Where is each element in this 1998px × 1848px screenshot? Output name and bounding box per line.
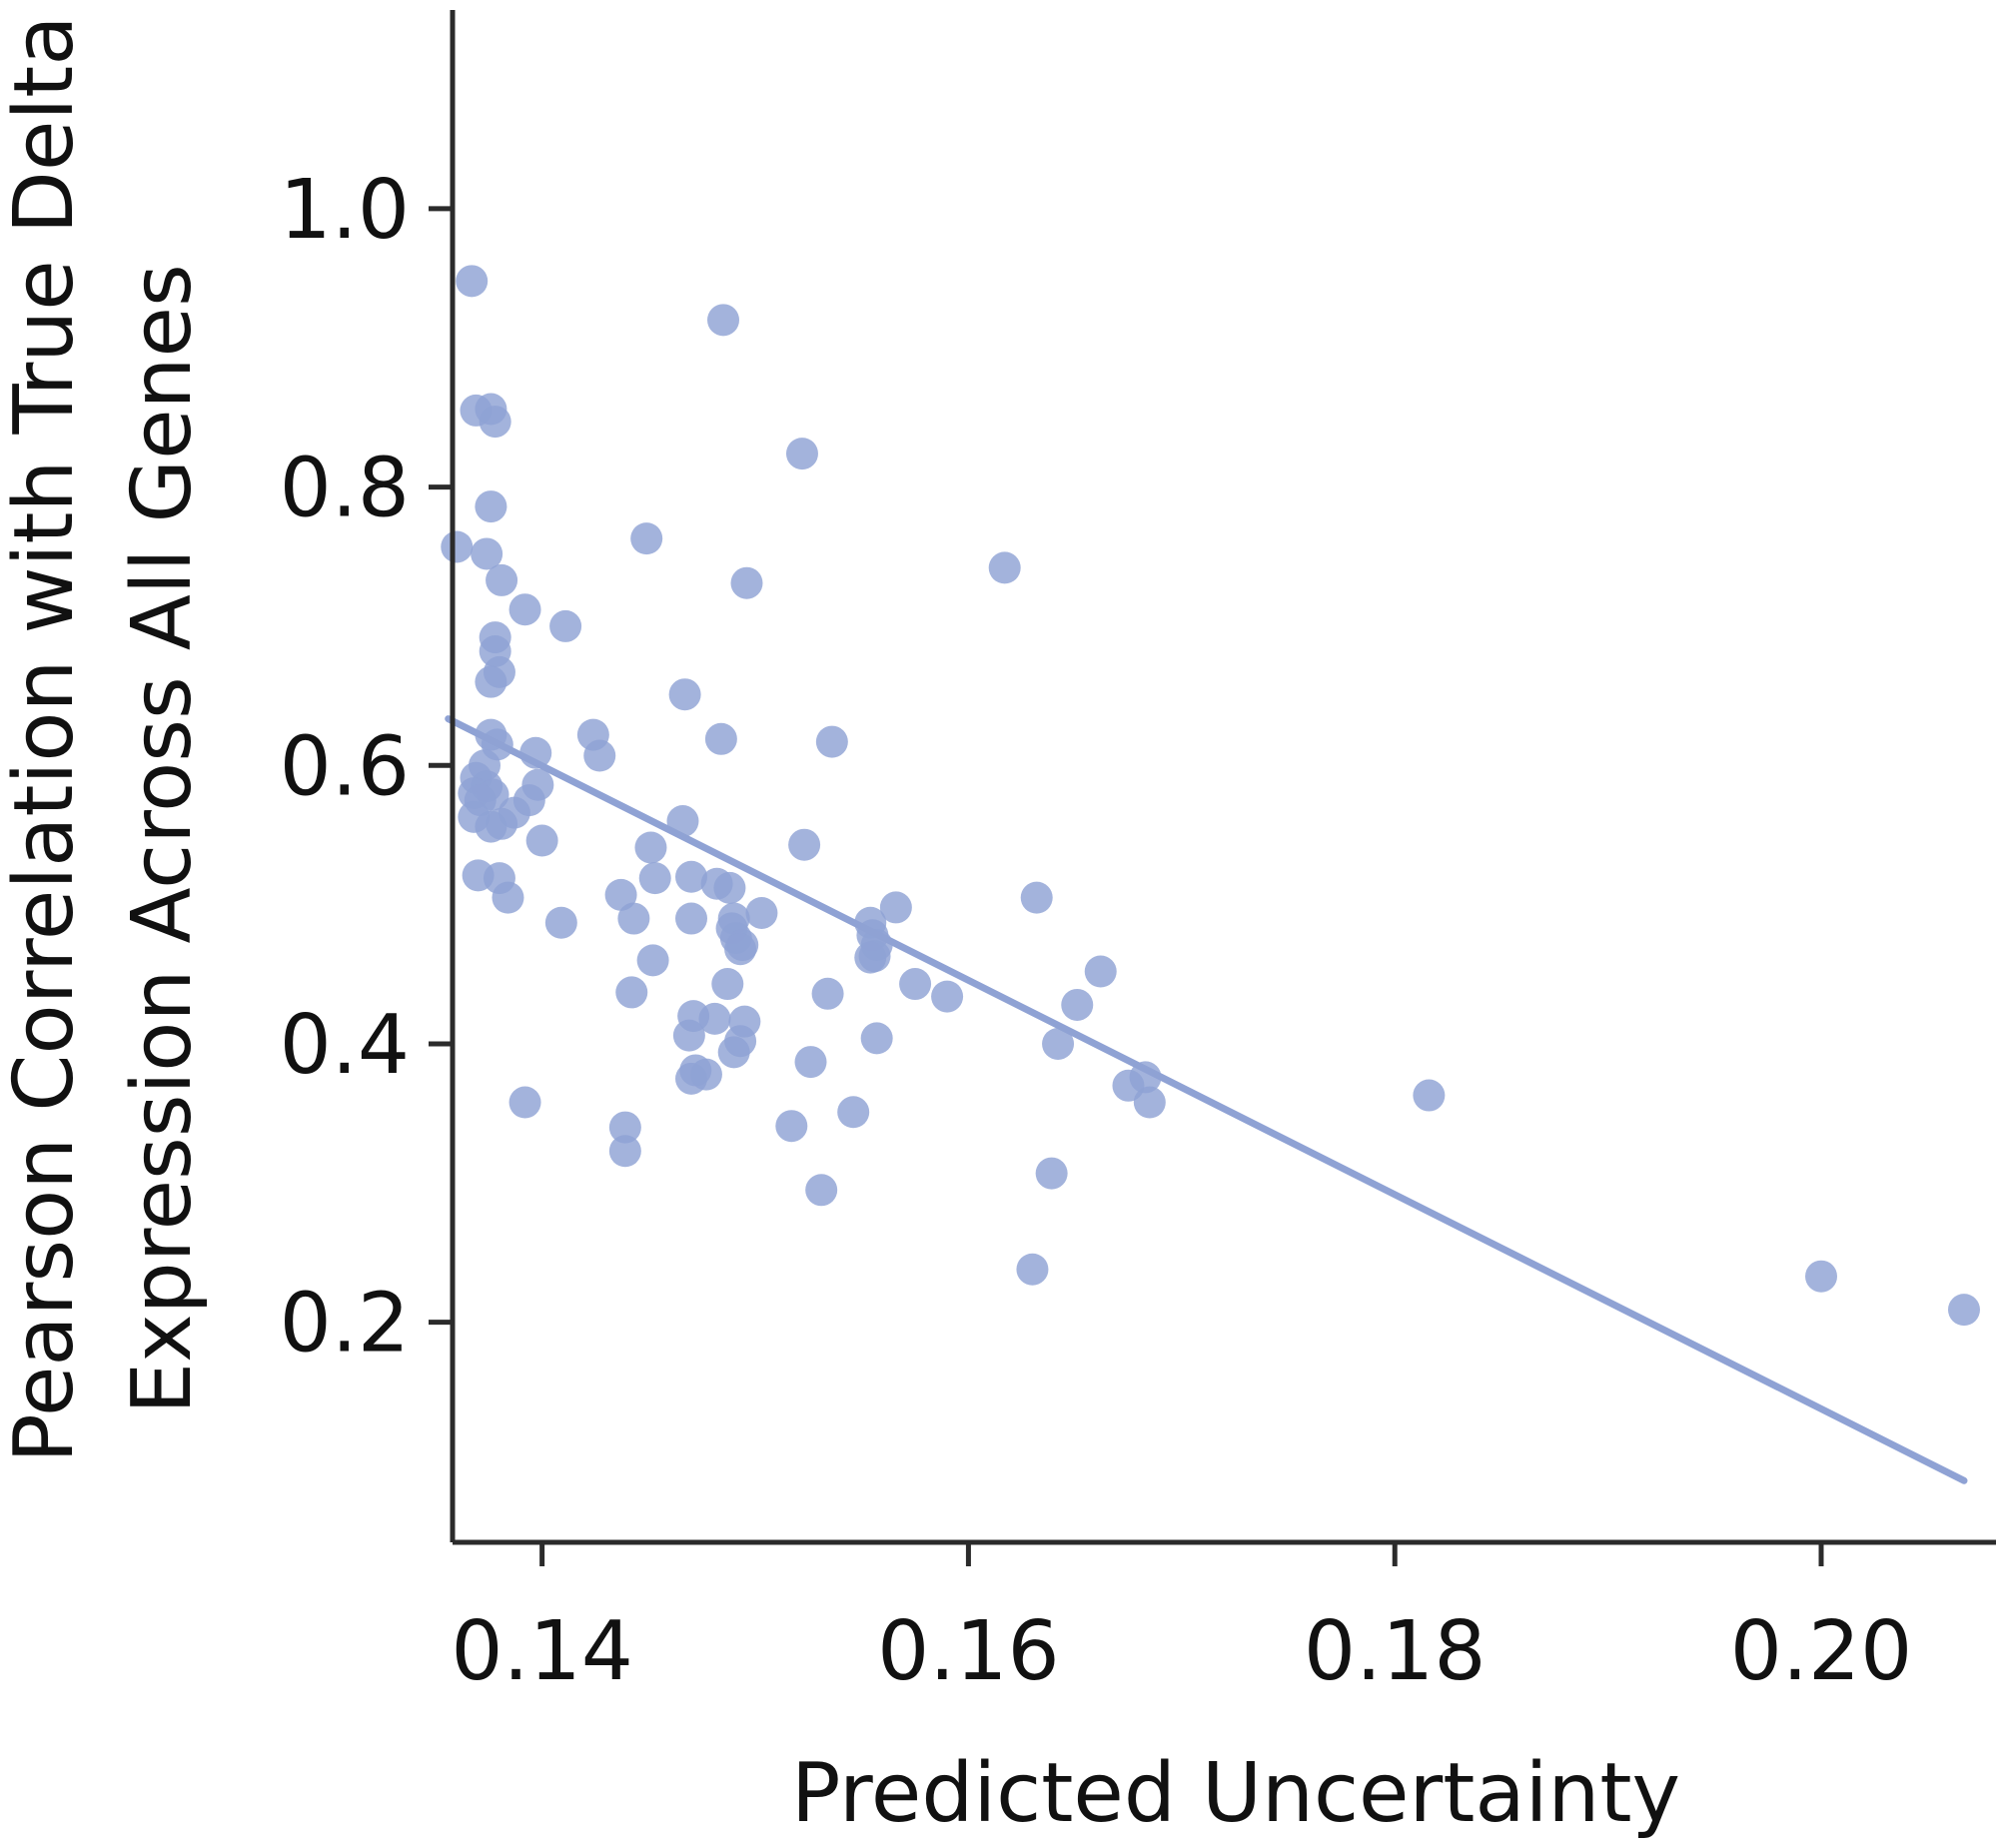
data-point [608,1111,641,1144]
data-point [583,739,616,772]
data-point [1413,1079,1446,1112]
data-point [475,665,507,698]
points-layer [441,265,1980,1327]
data-point [617,902,650,935]
data-point [492,881,524,914]
data-point [707,304,740,337]
data-point [634,831,667,864]
data-point [745,896,778,929]
y-tick-label: 0.4 [280,998,410,1093]
y-axis-label-line-2: Expression Across All Genes [115,264,210,1413]
data-point [475,810,507,843]
data-point [1947,1294,1980,1327]
data-point [638,862,671,895]
y-tick-label: 0.8 [280,442,410,536]
y-axis-ticks: 0.2 0.4 0.6 0.8 1.0 [280,163,453,1372]
data-point [615,976,648,1009]
data-point [544,906,577,939]
data-point [1061,988,1094,1021]
y-tick-label: 0.2 [280,1277,410,1372]
data-point [675,860,708,893]
data-point [775,1110,808,1143]
x-tick-label: 0.14 [451,1604,633,1699]
data-point [713,871,746,904]
data-point [456,265,489,298]
data-point [525,824,558,857]
y-tick-label: 0.6 [280,719,410,814]
x-axis-label: Predicted Uncertainty [791,1746,1680,1841]
data-point [479,406,511,439]
data-point [636,944,669,977]
data-point [668,678,701,711]
y-tick-label: 1.0 [280,163,410,258]
data-point [1035,1157,1068,1190]
data-point [675,902,708,935]
data-point [679,1054,712,1087]
data-point [837,1096,870,1129]
data-point [899,968,932,1001]
data-point [815,725,848,758]
data-point [879,891,912,924]
data-point [730,566,763,599]
data-point [1020,881,1053,914]
data-point [1133,1086,1166,1119]
data-point [860,1022,893,1055]
x-tick-label: 0.20 [1730,1604,1913,1699]
data-point [508,1086,541,1119]
data-point [794,1046,827,1079]
data-point [788,828,821,861]
data-point [672,1019,705,1052]
data-point [1805,1260,1838,1293]
data-point [711,968,744,1001]
data-point [1016,1253,1049,1286]
data-point [1042,1027,1075,1060]
data-point [549,609,582,642]
data-point [630,522,663,555]
x-tick-label: 0.16 [877,1604,1060,1699]
data-point [704,722,737,755]
data-point [441,530,474,563]
data-point [486,563,518,596]
data-point [608,1135,641,1168]
data-point [854,941,887,974]
data-point [475,490,507,523]
data-point [811,977,844,1010]
data-point [508,593,541,626]
data-point [604,878,637,911]
data-point [724,933,757,966]
data-point [724,1025,757,1058]
x-tick-label: 0.18 [1304,1604,1487,1699]
x-axis-ticks: 0.14 0.16 0.18 0.20 [451,1542,1912,1699]
data-point [805,1174,838,1207]
data-point [988,551,1021,584]
y-axis-label-line-1: Pearson Correlation with True Delta [0,15,92,1462]
data-point [785,438,818,470]
trend-line [445,715,1968,1484]
data-point [471,537,503,570]
data-point [931,980,964,1013]
data-point [1084,955,1117,988]
data-point [698,1002,731,1035]
